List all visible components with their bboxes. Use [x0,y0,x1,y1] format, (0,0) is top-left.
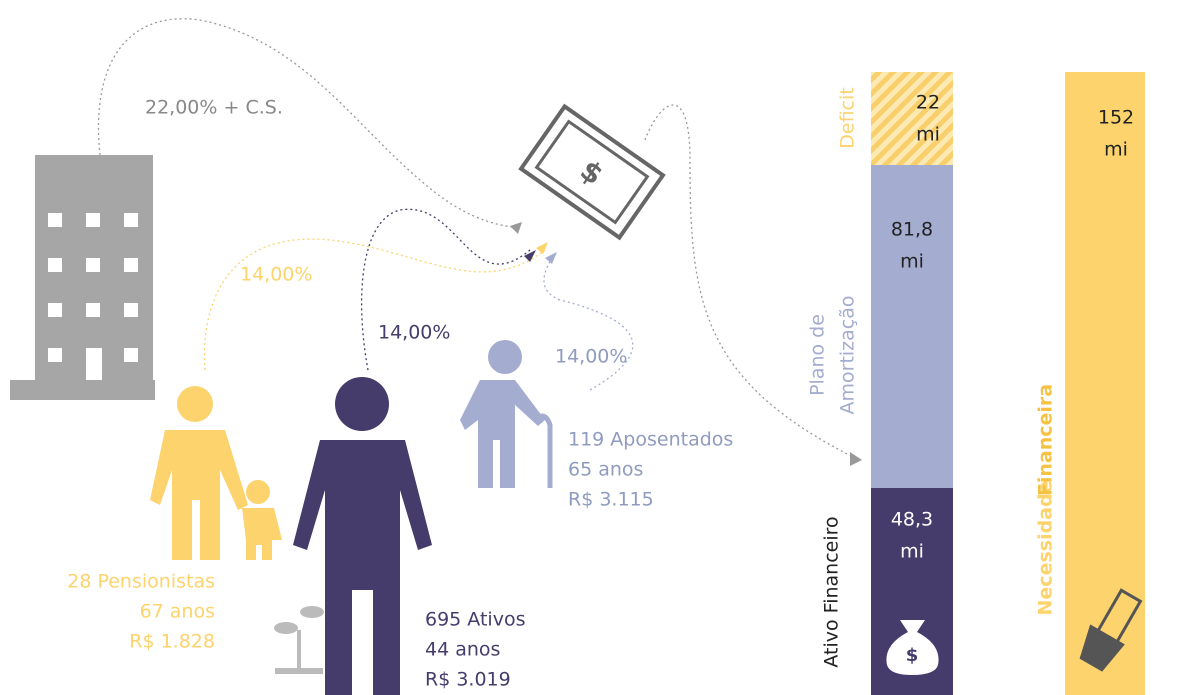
group-label: 28 Pensionistas [67,571,215,593]
flow-label: 22,00% + C.S. [145,97,283,119]
arrow [536,242,548,254]
amortization-block [871,165,953,488]
value-label: 81,8 [891,219,933,241]
value-label: 48,3 [891,509,933,531]
column-label: Necessidade [1035,481,1057,616]
deficit-block [871,72,953,165]
need-block [1065,72,1145,695]
retiree-icon [460,340,550,488]
active-icon [293,377,432,695]
infographic: $ 22,00% + C.S. 14,00% 14,00% 14,00% 119… [0,0,1197,695]
money-icon: $ [521,106,663,237]
group-label: 44 anos [425,639,500,661]
flow-retirees [544,258,633,390]
flow-label: 14,00% [378,322,450,344]
value-label: mi [916,124,940,146]
column-label: Amortização [837,295,859,414]
value-label: mi [900,541,924,563]
group-label: R$ 1.828 [129,631,215,653]
flow-to-plan [645,105,855,458]
column-label: Ativo Financeiro [821,516,843,667]
column-label: Plano de [807,314,829,396]
group-label: R$ 3.115 [568,489,654,511]
group-label: 67 anos [140,601,215,623]
pensioner-icon [150,386,282,560]
arrow [510,222,522,234]
svg-text:$: $ [574,153,609,191]
column-label: Financeira [1035,384,1057,496]
group-label: 695 Ativos [425,609,525,631]
arrow [524,250,536,262]
plant-icon [274,606,324,674]
group-label: R$ 3.019 [425,669,511,691]
flow-label: 14,00% [555,346,627,368]
group-label: 65 anos [568,459,643,481]
svg-text:$: $ [906,645,919,666]
value-label: 152 [1098,107,1134,129]
column-label: Deficit [837,87,859,148]
flow-label: 14,00% [240,264,312,286]
value-label: mi [900,251,924,273]
value-label: mi [1104,139,1128,161]
arrow [545,252,557,264]
arrow [850,452,862,466]
group-label: 119 Aposentados [568,429,733,451]
flow-employer [98,19,520,228]
value-label: 22 [916,92,940,114]
building [10,155,155,400]
